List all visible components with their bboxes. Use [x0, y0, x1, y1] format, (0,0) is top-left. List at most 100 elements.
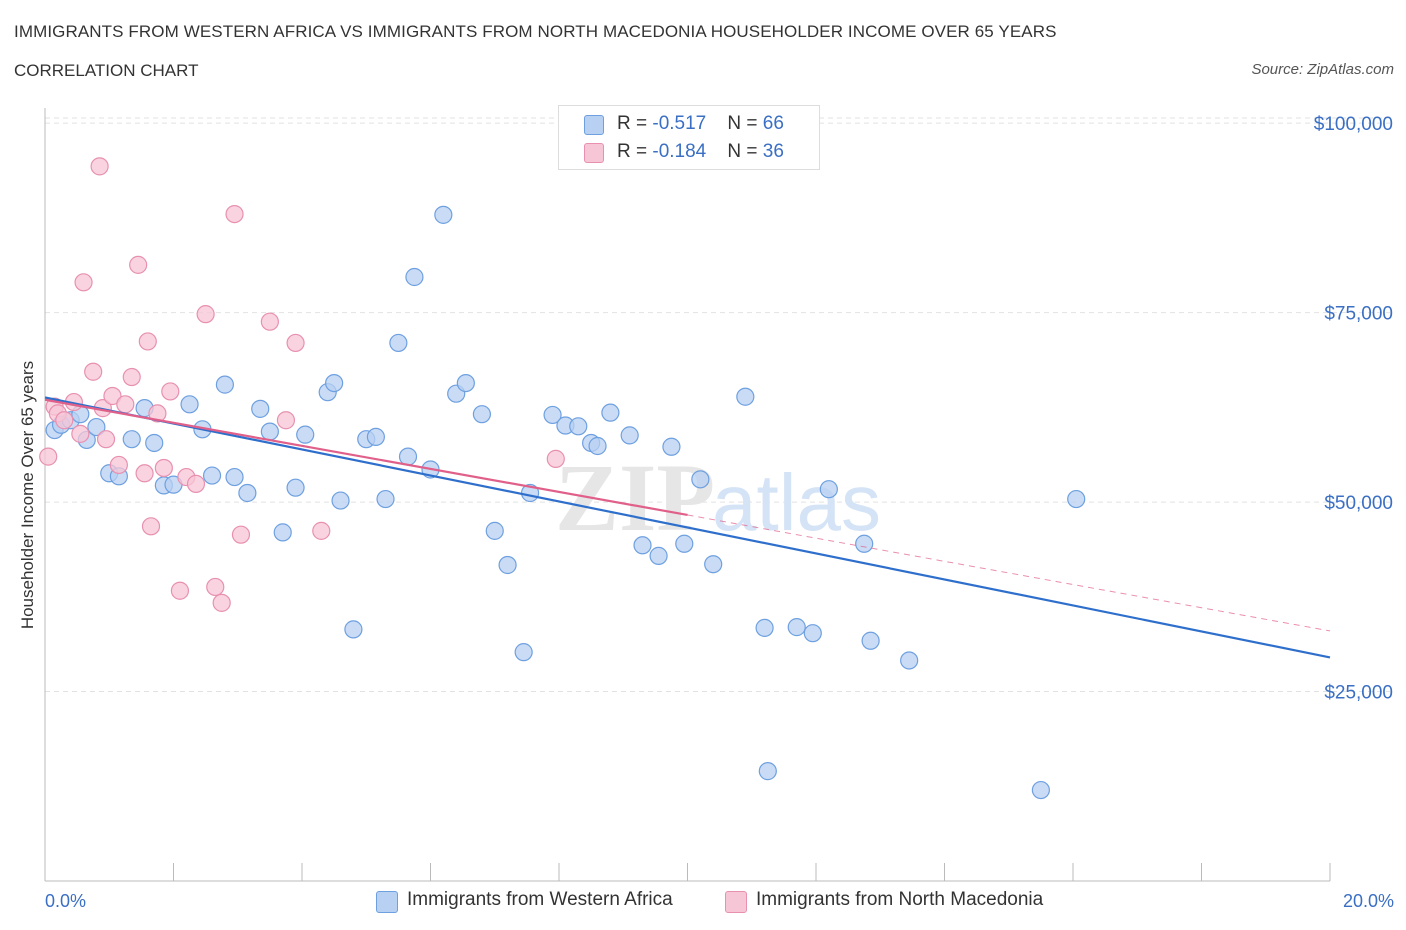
- point-western-africa: [215, 375, 234, 394]
- legend-swatch-blue: [584, 115, 604, 135]
- point-western-africa: [620, 426, 639, 445]
- data-points: [39, 157, 1086, 800]
- point-western-africa: [662, 437, 681, 456]
- point-western-africa: [543, 405, 562, 425]
- point-north-macedonia: [212, 593, 231, 612]
- point-western-africa: [202, 466, 222, 485]
- point-western-africa: [472, 405, 491, 424]
- y-tick-labels: $100,000 $75,000 $50,000 $25,000: [1314, 114, 1393, 703]
- point-western-africa: [456, 373, 475, 393]
- point-western-africa: [855, 534, 874, 553]
- point-western-africa: [87, 417, 106, 437]
- point-north-macedonia: [312, 521, 331, 540]
- point-north-macedonia: [206, 577, 225, 597]
- point-western-africa: [900, 651, 919, 670]
- point-western-africa: [755, 618, 774, 637]
- trend-line-north-macedonia: [44, 398, 688, 517]
- point-western-africa: [251, 399, 270, 418]
- point-western-africa: [569, 417, 588, 436]
- point-western-africa: [675, 534, 694, 553]
- point-western-africa: [331, 491, 350, 510]
- point-north-macedonia: [135, 464, 154, 483]
- point-western-africa: [398, 447, 418, 466]
- point-western-africa: [376, 489, 395, 509]
- point-western-africa: [344, 620, 363, 639]
- point-western-africa: [180, 395, 199, 414]
- point-north-macedonia: [148, 404, 167, 423]
- point-north-macedonia: [186, 474, 206, 493]
- n-value-north-macedonia: 36: [762, 141, 784, 162]
- point-north-macedonia: [103, 386, 122, 406]
- point-western-africa: [238, 483, 257, 503]
- point-western-africa: [366, 427, 385, 447]
- point-western-africa: [225, 467, 244, 487]
- trend-line-western-africa: [44, 396, 1331, 659]
- point-western-africa: [758, 762, 777, 781]
- point-north-macedonia: [116, 395, 135, 414]
- point-north-macedonia: [196, 305, 215, 324]
- point-western-africa: [691, 470, 710, 489]
- bottom-legend-swatch-blue: [376, 891, 398, 913]
- x-tick-label-max: 20.0%: [1342, 891, 1394, 911]
- point-western-africa: [861, 631, 880, 650]
- point-western-africa: [260, 422, 279, 441]
- point-north-macedonia: [90, 157, 109, 176]
- point-western-africa: [405, 267, 424, 287]
- watermark-zip: ZIP: [555, 444, 715, 551]
- point-north-macedonia: [71, 424, 90, 443]
- point-north-macedonia: [74, 273, 93, 292]
- point-western-africa: [389, 333, 408, 353]
- point-western-africa: [286, 478, 305, 497]
- gridlines: [45, 117, 1390, 693]
- point-western-africa: [601, 403, 620, 422]
- point-western-africa: [273, 523, 292, 542]
- point-north-macedonia: [546, 449, 565, 468]
- r-value-western-africa: -0.517: [652, 113, 707, 134]
- legend-swatch-pink: [584, 143, 604, 163]
- n-value-western-africa: 66: [762, 113, 784, 134]
- point-western-africa: [633, 536, 652, 555]
- watermark: ZIP atlas: [555, 444, 881, 551]
- point-western-africa: [485, 521, 504, 540]
- point-north-macedonia: [170, 581, 190, 600]
- point-north-macedonia: [276, 411, 296, 430]
- point-western-africa: [434, 205, 453, 224]
- y-axis-label: Householder Income Over 65 years: [18, 360, 37, 630]
- point-western-africa: [649, 546, 668, 565]
- point-north-macedonia: [161, 382, 180, 401]
- bottom-legend-swatch-pink: [725, 891, 747, 913]
- point-north-macedonia: [141, 517, 161, 536]
- point-north-macedonia: [138, 332, 157, 351]
- point-western-africa: [325, 373, 344, 393]
- point-north-macedonia: [109, 455, 128, 475]
- chart-subtitle: CORRELATION CHART: [14, 61, 199, 80]
- point-western-africa: [145, 433, 164, 453]
- point-north-macedonia: [129, 255, 148, 274]
- point-north-macedonia: [122, 367, 141, 387]
- point-north-macedonia: [154, 458, 173, 478]
- trend-extension-north-macedonia: [687, 514, 1331, 632]
- point-western-africa: [1067, 489, 1086, 509]
- point-western-africa: [498, 555, 517, 575]
- x-tick-label-min: 0.0%: [45, 891, 87, 911]
- point-north-macedonia: [286, 333, 305, 353]
- point-north-macedonia: [231, 525, 251, 544]
- source-label: Source: ZipAtlas.com: [1251, 61, 1394, 78]
- chart-title: IMMIGRANTS FROM WESTERN AFRICA VS IMMIGR…: [14, 22, 1057, 41]
- y-tick-label: $25,000: [1324, 683, 1393, 704]
- point-western-africa: [514, 643, 533, 662]
- point-western-africa: [704, 555, 723, 574]
- point-western-africa: [736, 387, 755, 406]
- watermark-atlas: atlas: [712, 458, 881, 547]
- point-north-macedonia: [260, 312, 279, 331]
- point-western-africa: [122, 430, 141, 449]
- point-western-africa: [1031, 780, 1050, 800]
- point-western-africa: [819, 480, 838, 499]
- point-western-africa: [296, 425, 315, 444]
- trend-lines: [44, 396, 1331, 659]
- point-western-africa: [803, 624, 822, 643]
- point-north-macedonia: [39, 447, 58, 466]
- y-tick-label: $100,000: [1314, 114, 1393, 135]
- r-value-north-macedonia: -0.184: [652, 141, 707, 162]
